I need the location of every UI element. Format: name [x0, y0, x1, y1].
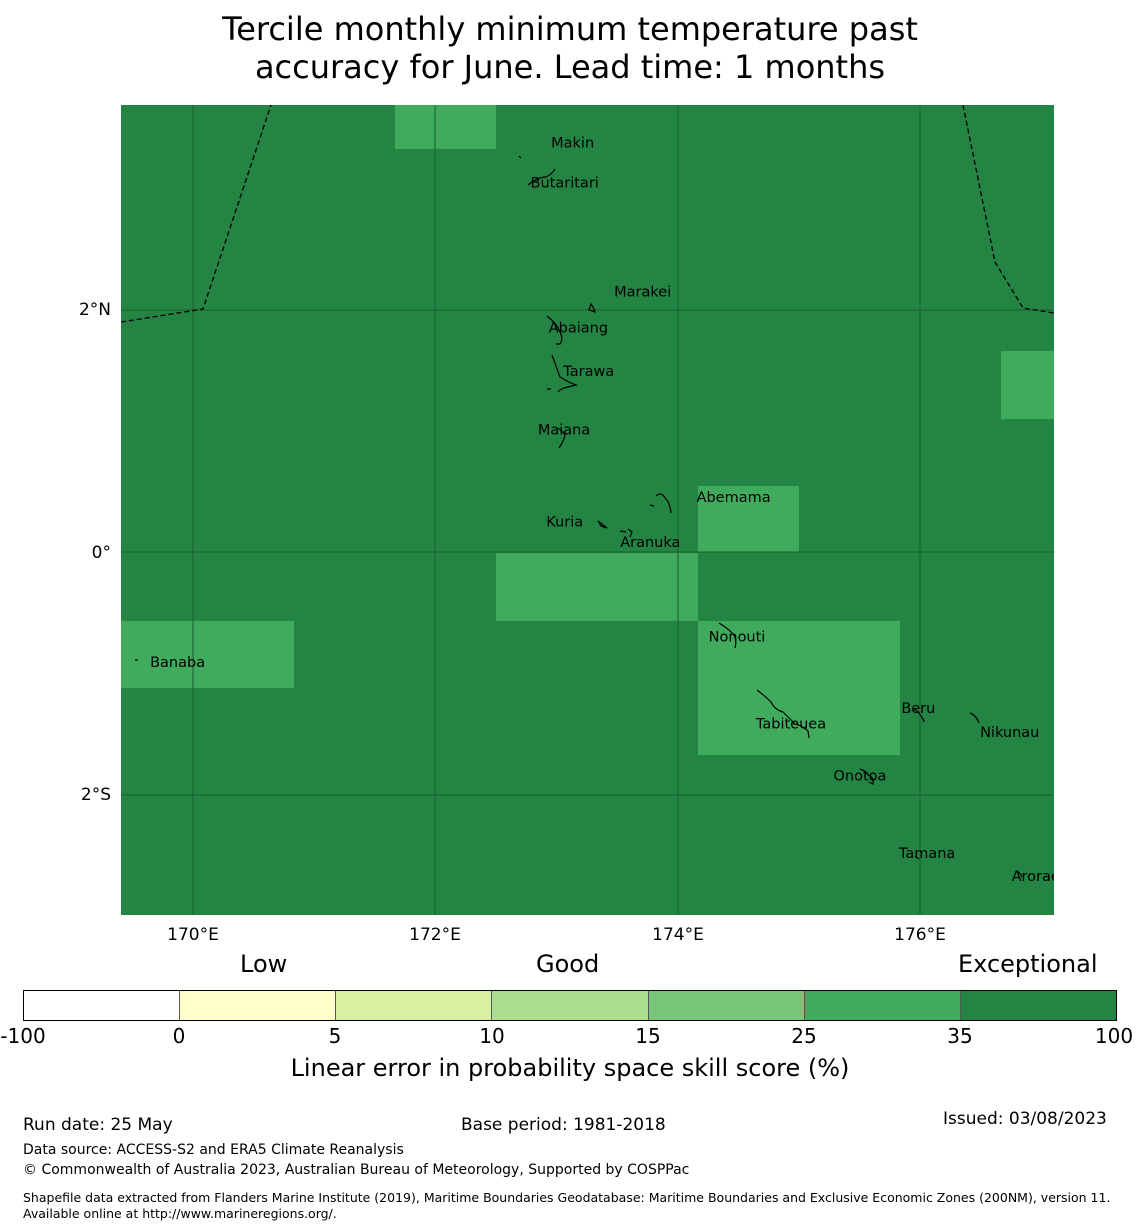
island-outline-maiana: [557, 427, 566, 449]
island-outline-tabiteuea: [756, 689, 810, 739]
island-labels: Makin Butaritari Marakei Abaiang Tarawa Maian…: [150, 135, 1060, 885]
colorbar-segment: [180, 991, 337, 1020]
base-period: Base period: 1981-2018: [461, 1115, 666, 1135]
colorbar-tick: -100: [0, 1024, 46, 1048]
island-label-marakei: Marakei: [614, 284, 671, 300]
colorbar-segment: [336, 991, 493, 1020]
colorbar-category-exceptional: Exceptional: [958, 950, 1098, 978]
colorbar-segment: [648, 991, 805, 1020]
skill-cell: [395, 105, 496, 149]
island-outline-arorae: [1015, 870, 1023, 878]
island-outlines: [135, 155, 1023, 878]
graticule: [121, 105, 1054, 915]
colorbar-tick: 100: [1094, 1024, 1134, 1048]
eez-boundary-west: [121, 105, 272, 323]
island-label-banaba: Banaba: [150, 655, 205, 671]
island-outline-tarawa: [547, 354, 579, 393]
island-label-beru: Beru: [901, 701, 935, 717]
copyright: © Commonwealth of Australia 2023, Austra…: [23, 1162, 690, 1178]
island-outline-nonouti: [718, 622, 737, 649]
island-outline-aranuka: [619, 528, 633, 538]
colorbar-tick: 25: [791, 1024, 817, 1048]
lon-label-172: 172°E: [409, 925, 461, 945]
issued-date: Issued: 03/08/2023: [943, 1109, 1107, 1129]
island-outline-abaiang: [546, 315, 563, 345]
skill-cell: [698, 621, 900, 755]
eez-boundary-east: [962, 105, 1054, 314]
island-outline-beru: [912, 707, 925, 723]
island-label-nonouti: Nonouti: [709, 629, 766, 645]
island-outline-kuria: [597, 520, 608, 529]
colorbar-category-low: Low: [240, 950, 288, 978]
colorbar-tick: 35: [947, 1024, 973, 1048]
island-label-abemama: Abemama: [697, 490, 771, 506]
colorbar-tick: 0: [172, 1024, 186, 1048]
colorbar-tick: 5: [328, 1024, 342, 1048]
island-label-butaritari: Butaritari: [531, 175, 599, 191]
lat-label-2n: 2°N: [79, 300, 111, 320]
skill-cell: [1001, 351, 1054, 419]
island-label-makin: Makin: [551, 135, 594, 151]
lon-label-176: 176°E: [894, 925, 946, 945]
colorbar-segment: [492, 991, 649, 1020]
colorbar-tick: 15: [635, 1024, 661, 1048]
map-background: [121, 105, 1054, 915]
island-label-nikunau: Nikunau: [980, 725, 1039, 741]
colorbar-title: Linear error in probability space skill …: [290, 1054, 850, 1082]
colorbar-segment: [960, 991, 1116, 1020]
colorbar-tick: 10: [479, 1024, 505, 1048]
skill-map: Makin Butaritari Marakei Abaiang Tarawa Maian…: [79, 105, 1060, 945]
chart-title: Tercile monthly minimum temperature past…: [0, 10, 1140, 86]
lon-label-174: 174°E: [652, 925, 704, 945]
island-label-kuria: Kuria: [546, 514, 583, 530]
island-outline-makin: [518, 155, 522, 159]
island-outline-nikunau: [969, 712, 980, 724]
lat-label-0: 0°: [92, 543, 111, 563]
island-label-tamana: Tamana: [898, 846, 955, 862]
island-outline-onotoa: [859, 768, 874, 785]
island-label-maiana: Maiana: [538, 422, 590, 438]
title-line-1: Tercile monthly minimum temperature past: [222, 10, 918, 48]
island-label-abaiang: Abaiang: [549, 321, 608, 337]
colorbar-category-good: Good: [536, 950, 600, 978]
colorbar-segment: [804, 991, 961, 1020]
colorbar-segment: [24, 991, 181, 1020]
data-source: Data source: ACCESS-S2 and ERA5 Climate …: [23, 1142, 404, 1158]
lon-label-170: 170°E: [167, 925, 219, 945]
island-outline-butaritari: [527, 168, 556, 186]
eez-boundaries: [121, 105, 1054, 323]
shapefile-credit: Shapefile data extracted from Flanders M…: [23, 1190, 1111, 1221]
island-label-arorae: Arorae: [1012, 869, 1060, 885]
island-label-onotoa: Onotoa: [833, 769, 886, 785]
island-label-tabiteuea: Tabiteuea: [755, 717, 826, 733]
colorbar: [23, 990, 1117, 1021]
skill-cell: [121, 621, 294, 688]
island-outline-tamana: [914, 855, 920, 860]
axis-labels: 170°E 172°E 174°E 176°E 2°N 0° 2°S: [79, 300, 946, 945]
title-line-2: accuracy for June. Lead time: 1 months: [254, 48, 886, 86]
skill-cell: [698, 486, 799, 552]
island-outline-marakei: [588, 302, 596, 313]
run-date: Run date: 25 May: [23, 1115, 173, 1135]
island-label-aranuka: Aranuka: [620, 535, 680, 551]
island-outline-abemama: [649, 493, 672, 514]
lat-label-2s: 2°S: [81, 785, 111, 805]
skill-cell: [496, 553, 698, 621]
island-label-tarawa: Tarawa: [562, 364, 614, 380]
